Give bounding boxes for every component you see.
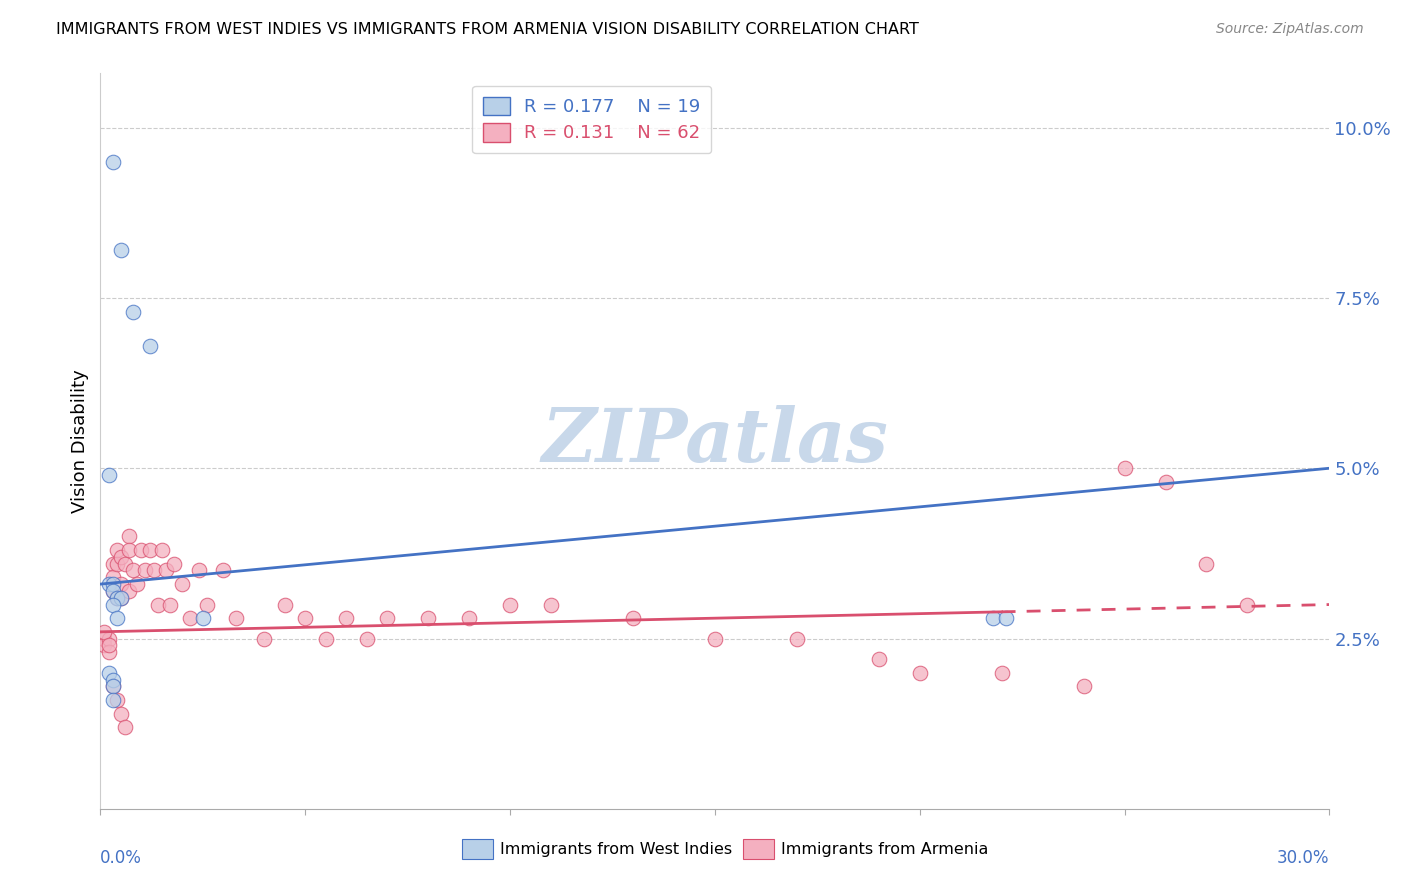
Point <box>138 338 160 352</box>
Point <box>990 665 1012 680</box>
Text: IMMIGRANTS FROM WEST INDIES VS IMMIGRANTS FROM ARMENIA VISION DISABILITY CORRELA: IMMIGRANTS FROM WEST INDIES VS IMMIGRANT… <box>56 22 920 37</box>
Point <box>97 645 120 659</box>
Point <box>93 632 115 646</box>
Point <box>1154 475 1177 489</box>
Point <box>110 243 132 257</box>
Point <box>703 632 725 646</box>
Point <box>868 652 890 666</box>
Point <box>118 543 141 558</box>
Point <box>101 679 124 693</box>
Point <box>105 611 128 625</box>
Point <box>356 632 378 646</box>
Point <box>97 577 120 591</box>
Point <box>142 564 165 578</box>
Point <box>786 632 808 646</box>
Point <box>105 693 128 707</box>
Point <box>105 543 128 558</box>
Point <box>315 632 337 646</box>
Point <box>101 577 124 591</box>
Point <box>101 583 124 598</box>
Point <box>97 639 120 653</box>
Point <box>138 543 160 558</box>
Point <box>118 529 141 543</box>
Text: Immigrants from West Indies: Immigrants from West Indies <box>499 842 733 856</box>
Text: ZIPatlas: ZIPatlas <box>541 405 889 477</box>
Point <box>97 665 120 680</box>
Point <box>150 543 173 558</box>
Point <box>101 570 124 584</box>
Point <box>499 598 522 612</box>
Text: 0.0%: 0.0% <box>100 849 142 867</box>
Point <box>159 598 181 612</box>
Point <box>101 154 124 169</box>
Point <box>118 583 141 598</box>
Point <box>93 624 115 639</box>
Point <box>172 577 194 591</box>
Point <box>101 673 124 687</box>
Point <box>187 564 209 578</box>
Point <box>93 639 115 653</box>
Point <box>225 611 247 625</box>
Point <box>122 304 145 318</box>
Point <box>983 611 1005 625</box>
Point <box>110 591 132 605</box>
Point <box>134 564 156 578</box>
Point <box>131 543 153 558</box>
Point <box>273 598 295 612</box>
Point <box>101 679 124 693</box>
Point <box>1236 598 1258 612</box>
Point <box>416 611 439 625</box>
Point <box>101 598 124 612</box>
Point <box>212 564 235 578</box>
Point <box>110 591 132 605</box>
Point <box>105 557 128 571</box>
Point <box>294 611 316 625</box>
Point <box>540 598 562 612</box>
Point <box>195 598 218 612</box>
Text: 30.0%: 30.0% <box>1277 849 1330 867</box>
Point <box>101 693 124 707</box>
Point <box>101 557 124 571</box>
Point <box>1114 461 1136 475</box>
Point <box>458 611 481 625</box>
Point <box>375 611 398 625</box>
Text: Source: ZipAtlas.com: Source: ZipAtlas.com <box>1216 22 1364 37</box>
Point <box>191 611 214 625</box>
Point <box>110 706 132 721</box>
Point <box>908 665 931 680</box>
Point <box>101 583 124 598</box>
Point <box>994 611 1017 625</box>
Point <box>621 611 644 625</box>
Y-axis label: Vision Disability: Vision Disability <box>72 369 89 513</box>
Point <box>105 591 128 605</box>
Point <box>163 557 186 571</box>
Text: Immigrants from Armenia: Immigrants from Armenia <box>780 842 988 856</box>
Point <box>1073 679 1095 693</box>
Point <box>110 549 132 564</box>
Point <box>110 577 132 591</box>
Point <box>146 598 169 612</box>
Point <box>105 591 128 605</box>
Point <box>155 564 177 578</box>
Point <box>114 557 136 571</box>
Point <box>1195 557 1218 571</box>
Point <box>179 611 201 625</box>
Point <box>127 577 149 591</box>
Point <box>97 632 120 646</box>
Point <box>122 564 145 578</box>
Point <box>97 468 120 483</box>
Point <box>114 720 136 734</box>
Point <box>253 632 276 646</box>
Legend: R = 0.177    N = 19, R = 0.131    N = 62: R = 0.177 N = 19, R = 0.131 N = 62 <box>472 86 711 153</box>
Point <box>335 611 357 625</box>
